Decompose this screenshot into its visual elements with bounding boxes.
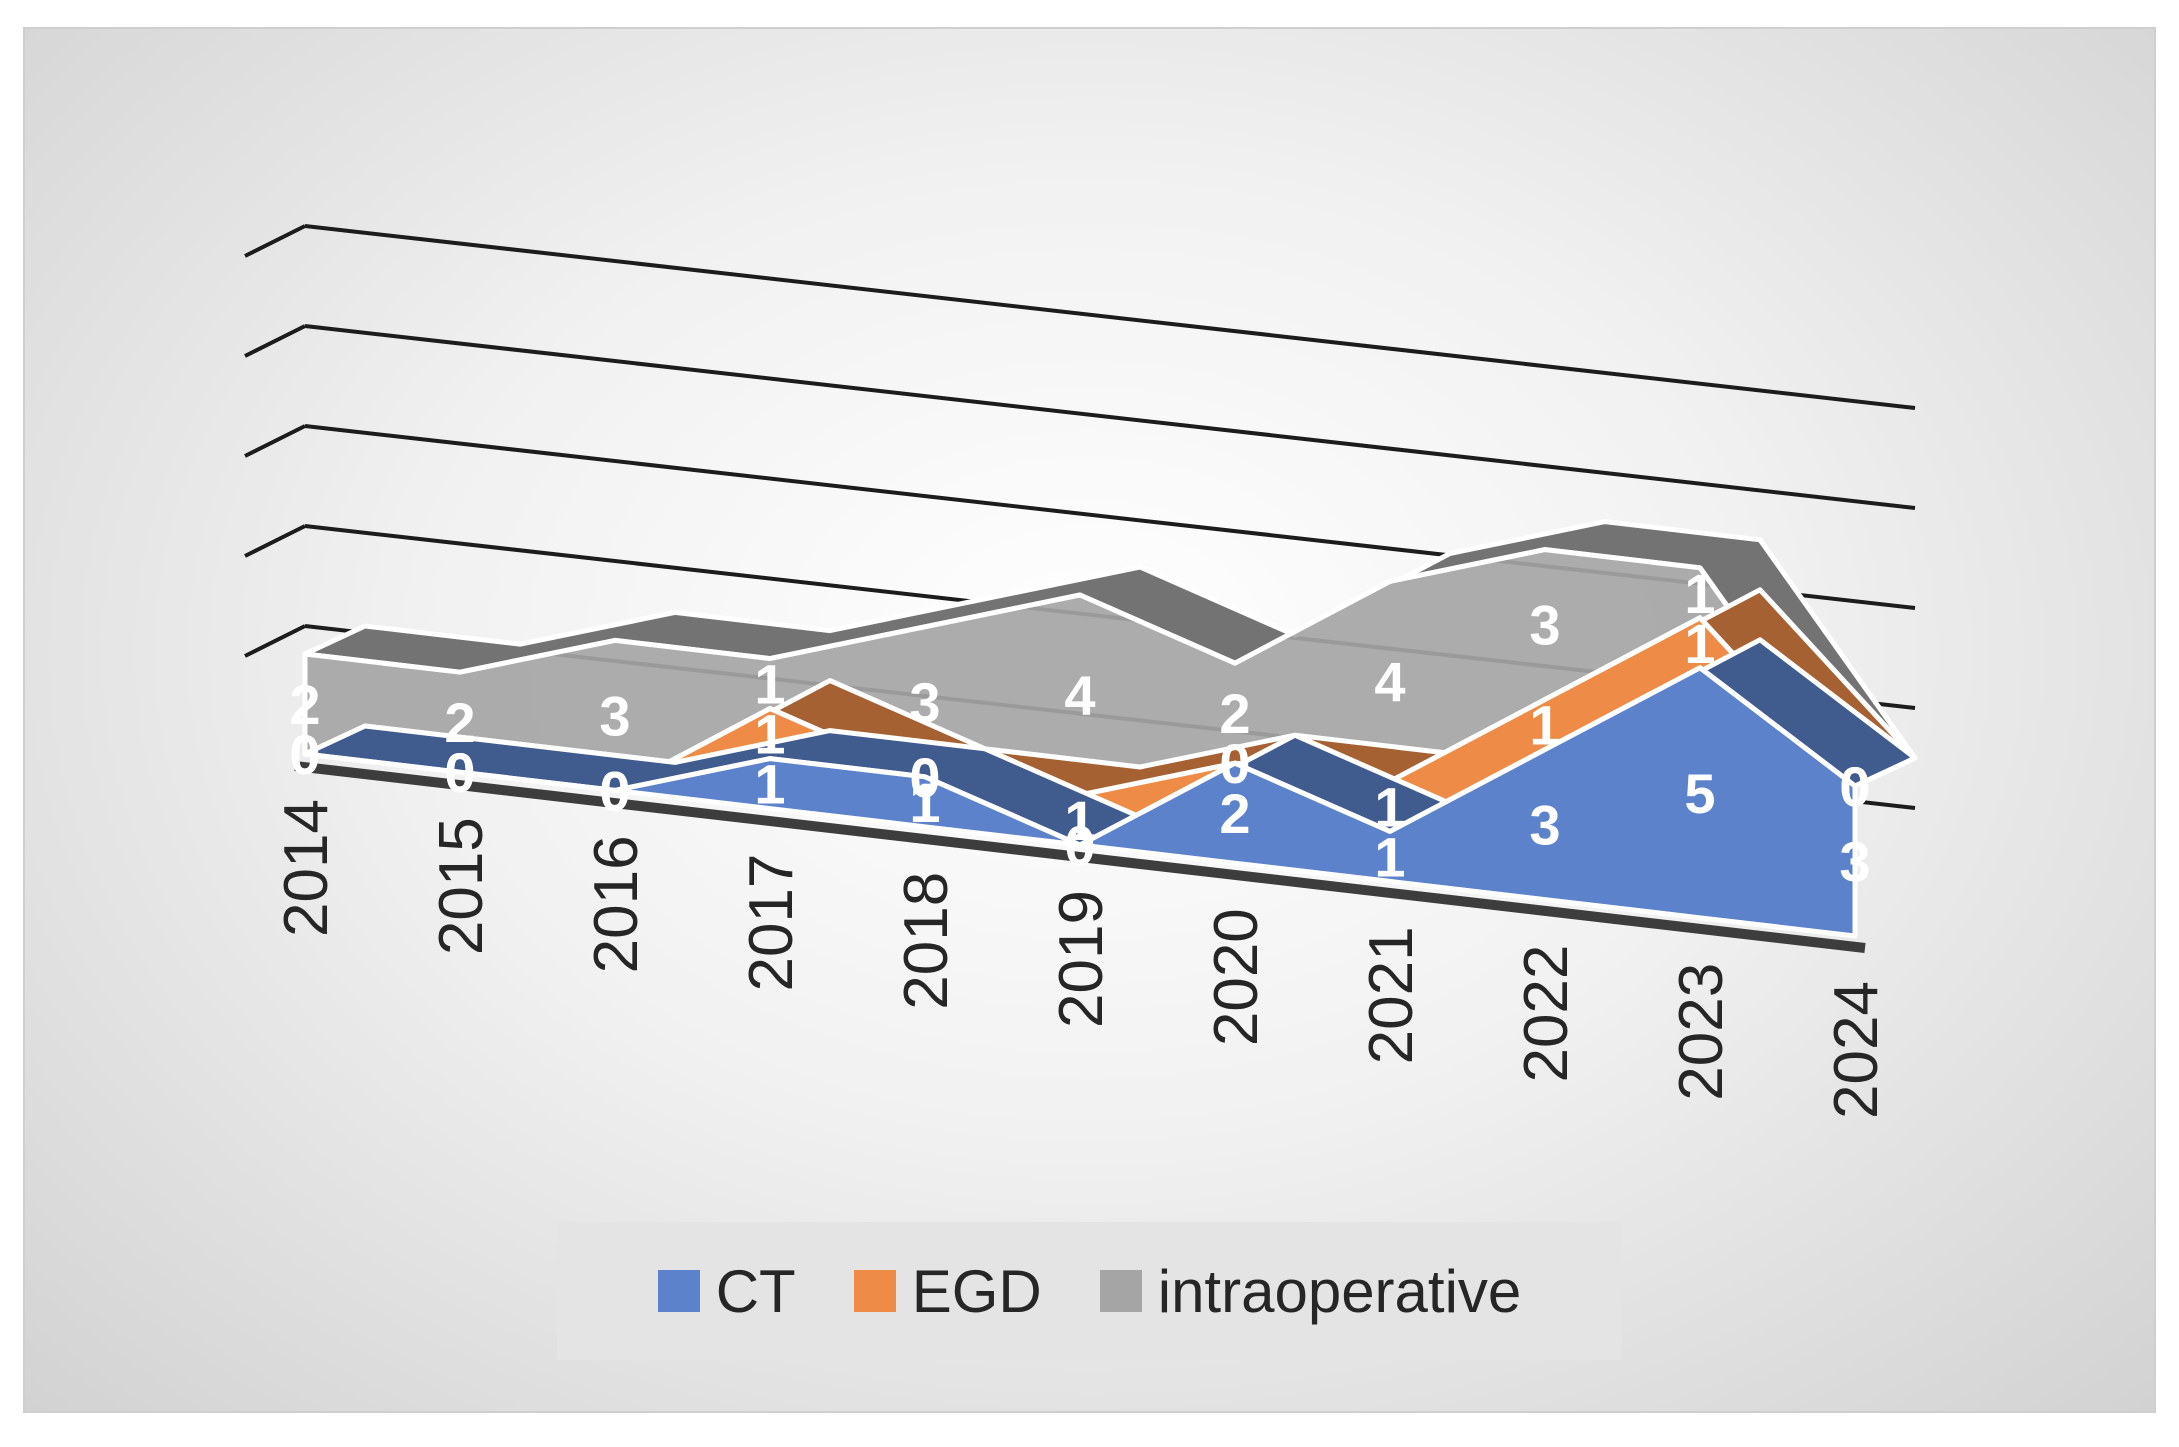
data-label-intraoperative-2019: 4	[1064, 664, 1095, 727]
data-label-intraoperative-2024: 0	[1839, 755, 1870, 818]
legend-swatch-intraoperative	[1099, 1270, 1142, 1312]
legend-label-intraoperative: intraoperative	[1157, 1257, 1522, 1325]
data-label-ct-2017: 1	[754, 753, 785, 816]
gridline-side	[244, 624, 306, 658]
floor-line	[294, 761, 1866, 953]
x-tick-2024: 2024	[1822, 981, 1891, 1119]
data-label-egd-2021: 1	[1374, 775, 1405, 838]
area-ct	[302, 665, 1858, 939]
x-tick-2021: 2021	[1357, 926, 1426, 1064]
data-label-intraoperative-2014: 2	[289, 673, 320, 736]
data-label-egd-2023: 1	[1684, 612, 1715, 675]
data-label-egd-2018: 0	[909, 746, 940, 809]
data-label-ct-2018: 1	[909, 771, 940, 834]
gridline-side	[244, 524, 306, 558]
legend-label-egd: EGD	[911, 1257, 1042, 1325]
legend-item-ct: CT	[657, 1257, 796, 1326]
legend-item-egd: EGD	[853, 1257, 1042, 1326]
gridline	[304, 224, 1916, 410]
legend-swatch-ct	[657, 1270, 700, 1312]
x-axis-ticks: 2014 2015 2016 2017 2018 2019 2020 2021 2022 2023…	[272, 799, 1891, 1119]
data-label-intraoperative-2018: 3	[909, 671, 940, 734]
gridline	[304, 324, 1916, 510]
data-label-egd-2017: 1	[754, 703, 785, 766]
gridline-side	[244, 324, 306, 358]
data-label-ct-2016: 0	[599, 759, 630, 822]
x-tick-2023: 2023	[1667, 963, 1736, 1101]
data-label-ct-2024: 3	[1839, 830, 1870, 893]
gridline-side	[244, 224, 306, 258]
data-label-ct-2019: 0	[1064, 814, 1095, 877]
data-label-intraoperative-2015: 2	[444, 691, 475, 754]
gridline-side	[244, 424, 306, 458]
legend-label-ct: CT	[715, 1257, 796, 1325]
data-label-intraoperative-2016: 3	[599, 684, 630, 747]
data-label-egd-2024: 0	[1839, 755, 1870, 818]
data-label-ct-2015: 0	[444, 741, 475, 804]
data-label-egd-2019: 1	[1064, 789, 1095, 852]
data-label-intraoperative-2023: 1	[1684, 562, 1715, 625]
data-label-ct-2014: 0	[289, 723, 320, 786]
data-label-egd-2020: 0	[1219, 732, 1250, 795]
data-label-egd-2014: 0	[289, 723, 320, 786]
x-tick-2022: 2022	[1512, 945, 1581, 1083]
legend: CT EGD intraoperative	[557, 1222, 1622, 1360]
data-label-egd-2016: 0	[599, 759, 630, 822]
data-label-ct-2020: 2	[1219, 782, 1250, 845]
area-series	[302, 519, 1918, 939]
x-tick-2020: 2020	[1202, 908, 1271, 1046]
data-label-intraoperative-2021: 4	[1374, 650, 1405, 713]
data-label-egd-2015: 0	[444, 741, 475, 804]
data-label-ct-2021: 1	[1374, 825, 1405, 888]
data-label-ct-2023: 5	[1684, 762, 1715, 825]
x-tick-2014: 2014	[272, 799, 341, 937]
data-label-intraoperative-2020: 2	[1219, 682, 1250, 745]
data-label-intraoperative-2022: 3	[1529, 594, 1560, 657]
legend-item-intraoperative: intraoperative	[1099, 1257, 1522, 1326]
x-tick-2019: 2019	[1047, 890, 1116, 1028]
x-tick-2016: 2016	[582, 835, 651, 973]
legend-swatch-egd	[853, 1270, 896, 1312]
x-tick-2015: 2015	[427, 817, 496, 955]
data-label-egd-2022: 1	[1529, 694, 1560, 757]
x-tick-2017: 2017	[737, 854, 806, 992]
x-tick-2018: 2018	[892, 872, 961, 1010]
data-label-intraoperative-2017: 1	[754, 653, 785, 716]
data-label-ct-2022: 3	[1529, 794, 1560, 857]
